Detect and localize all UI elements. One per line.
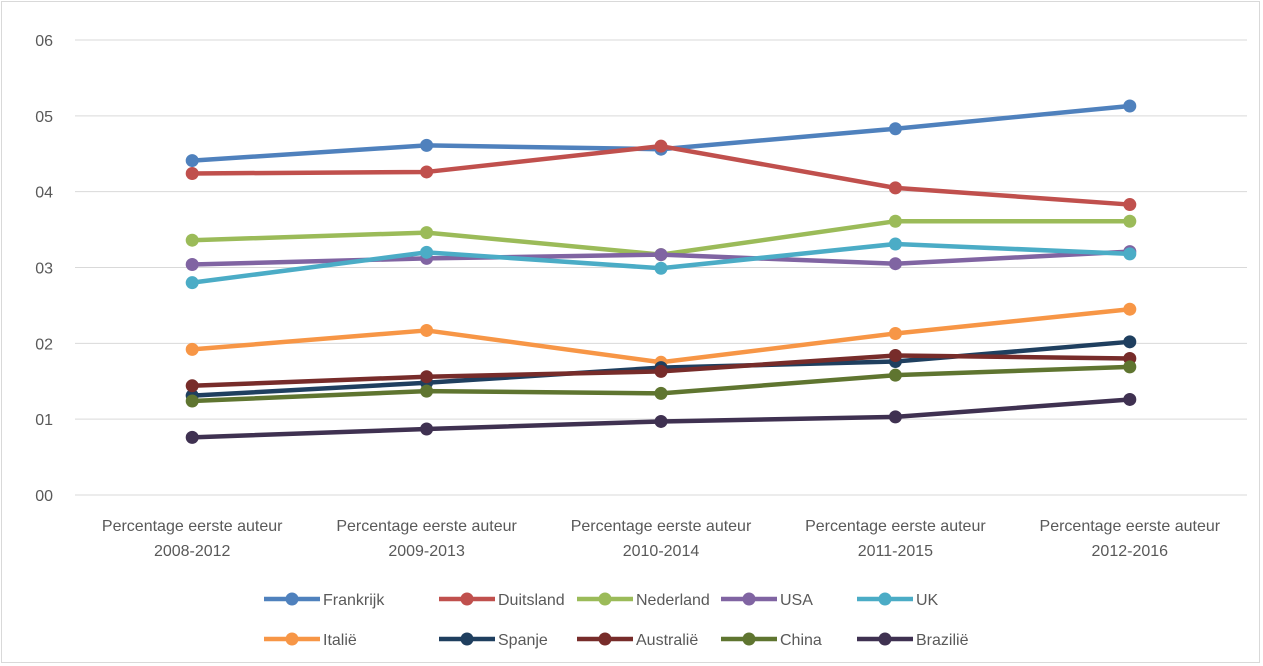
data-point [420,384,434,398]
legend-label: Nederland [636,592,710,609]
data-point [888,410,902,424]
data-point [420,245,434,259]
data-point [1123,335,1137,349]
data-point [654,261,668,275]
data-point [888,368,902,382]
legend-item: Italië [264,632,357,649]
legend-swatch-marker [285,592,299,606]
data-point [1123,99,1137,113]
y-tick-label: 01 [35,412,53,429]
data-point [420,370,434,384]
x-category-label: Percentage eerste auteur [1040,518,1221,535]
x-category-label: Percentage eerste auteur [102,518,283,535]
y-tick-label: 04 [35,185,53,202]
legend: Frankrijk Duitsland Nederland USA UK Italië Sp… [264,592,969,649]
legend-swatch-marker [742,632,756,646]
y-axis-ticks: 00 01 02 03 04 05 06 [35,33,53,505]
legend-swatch-marker [878,592,892,606]
data-point [1123,214,1137,228]
x-category-label: Percentage eerste auteur [571,518,752,535]
legend-label: Brazilië [916,632,969,649]
x-category-label: Percentage eerste auteur [336,518,517,535]
data-point [185,276,199,290]
data-point [888,326,902,340]
data-point [1123,198,1137,212]
legend-label: Australië [636,632,698,649]
data-point [888,122,902,136]
data-point [420,165,434,179]
x-axis-categories: Percentage eerste auteur 2008-2012 Percent… [102,518,1221,560]
series-china [185,360,1137,408]
series-frankrijk [185,99,1137,168]
legend-label: China [780,632,822,649]
data-point [420,422,434,436]
x-category-label: 2010-2014 [623,543,700,560]
legend-swatch-marker [598,592,612,606]
data-point [1123,302,1137,316]
y-tick-label: 06 [35,33,53,50]
data-point [420,323,434,337]
data-point [185,342,199,356]
x-category-label: Percentage eerste auteur [805,518,986,535]
legend-item: Nederland [577,592,710,609]
legend-label: Duitsland [498,592,565,609]
x-category-label: 2009-2013 [388,543,465,560]
data-point [420,138,434,152]
data-point [888,348,902,362]
data-point [654,364,668,378]
data-point [888,181,902,195]
series-uk [185,237,1137,290]
series-brazilië [185,392,1137,444]
series-duitsland [185,139,1137,212]
data-point [1123,247,1137,261]
data-point [888,257,902,271]
data-point [1123,360,1137,374]
legend-item: Australië [577,632,698,649]
data-point [185,257,199,271]
legend-item: Duitsland [439,592,565,609]
legend-swatch-marker [598,632,612,646]
data-point [420,226,434,240]
data-point [185,166,199,180]
data-point [185,154,199,168]
legend-item: Brazilië [857,632,969,649]
y-tick-label: 00 [35,488,53,505]
data-point [654,414,668,428]
data-point [185,233,199,247]
data-point [654,248,668,262]
series-lines [185,99,1137,444]
legend-swatch-marker [460,592,474,606]
data-point [654,386,668,400]
legend-label: Spanje [498,632,548,649]
x-category-label: 2011-2015 [858,543,933,560]
legend-swatch-marker [460,632,474,646]
legend-item: Frankrijk [264,592,385,609]
data-point [185,430,199,444]
legend-item: China [721,632,822,649]
series-australië [185,348,1137,393]
data-point [185,394,199,408]
x-category-label: 2012-2016 [1092,543,1169,560]
y-tick-label: 05 [35,109,53,126]
legend-label: Frankrijk [323,592,385,609]
legend-label: UK [916,592,939,609]
legend-swatch-marker [285,632,299,646]
data-point [888,214,902,228]
y-tick-label: 03 [35,261,53,278]
legend-swatch-marker [742,592,756,606]
legend-item: UK [857,592,939,609]
data-point [1123,392,1137,406]
legend-item: Spanje [439,632,548,649]
legend-swatch-marker [878,632,892,646]
y-tick-label: 02 [35,336,53,353]
data-point [654,139,668,153]
data-point [888,237,902,251]
data-point [185,379,199,393]
x-category-label: 2008-2012 [154,543,231,560]
legend-label: Italië [323,632,357,649]
legend-label: USA [780,592,813,609]
legend-item: USA [721,592,813,609]
